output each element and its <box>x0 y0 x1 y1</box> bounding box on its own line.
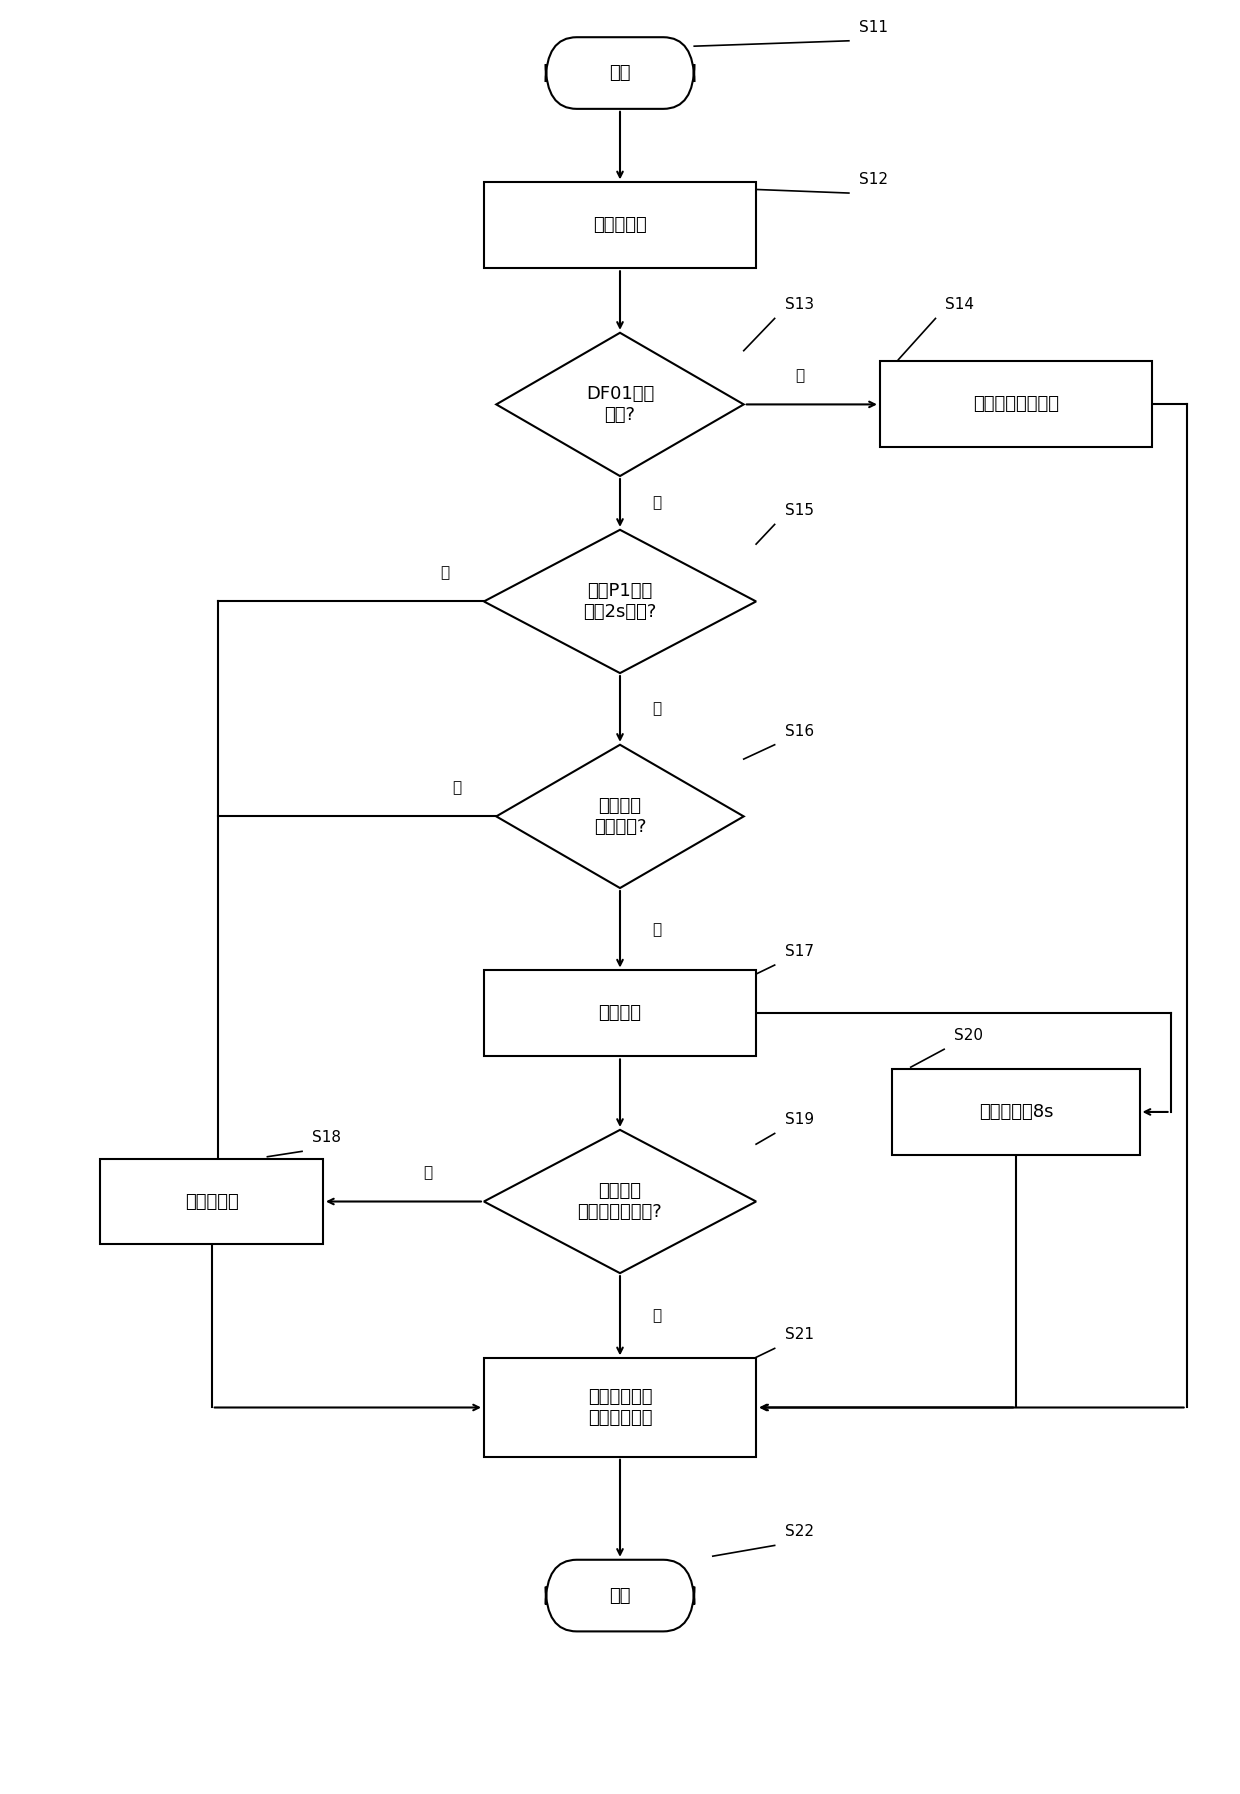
Text: 是: 是 <box>652 1308 662 1324</box>
Text: 压力P1是否
连续2s超限?: 压力P1是否 连续2s超限? <box>583 581 657 621</box>
Text: S17: S17 <box>785 944 813 960</box>
Text: 阀门不动作: 阀门不动作 <box>185 1193 238 1211</box>
Text: 阀门是否
打开状态?: 阀门是否 打开状态? <box>594 797 646 836</box>
Bar <box>484 971 756 1057</box>
Text: 程序初始化: 程序初始化 <box>593 217 647 235</box>
Polygon shape <box>484 529 756 673</box>
Text: S13: S13 <box>785 298 813 312</box>
Text: S16: S16 <box>785 723 813 739</box>
Bar <box>484 183 756 269</box>
Polygon shape <box>484 1130 756 1274</box>
Text: 是: 是 <box>652 495 662 511</box>
Text: 是: 是 <box>652 701 662 716</box>
Text: S20: S20 <box>954 1028 983 1044</box>
Text: S21: S21 <box>785 1328 813 1342</box>
Text: S15: S15 <box>785 504 813 518</box>
Text: S11: S11 <box>859 20 888 34</box>
Text: S14: S14 <box>945 298 975 312</box>
Text: S18: S18 <box>312 1130 341 1145</box>
Text: 关闭阀门: 关闭阀门 <box>599 1005 641 1023</box>
Polygon shape <box>496 745 744 888</box>
Text: DF01是否
联锁?: DF01是否 联锁? <box>585 386 655 423</box>
Text: 开始: 开始 <box>609 65 631 83</box>
Text: 否: 否 <box>440 565 449 579</box>
Text: 否: 否 <box>453 780 461 795</box>
Bar <box>484 1358 756 1457</box>
Text: 阀门是否
返回关到位状态?: 阀门是否 返回关到位状态? <box>578 1182 662 1222</box>
Text: S22: S22 <box>785 1525 813 1539</box>
Text: 允许手动控制阀门: 允许手动控制阀门 <box>973 395 1059 413</box>
Bar <box>880 361 1152 447</box>
Text: 结束: 结束 <box>609 1586 631 1604</box>
Bar <box>100 1159 324 1245</box>
FancyBboxPatch shape <box>546 38 694 109</box>
Text: S12: S12 <box>859 172 888 187</box>
Text: 释放继电器，
关闭阀门电机: 释放继电器， 关闭阀门电机 <box>588 1389 652 1426</box>
FancyBboxPatch shape <box>546 1559 694 1631</box>
Text: 是: 是 <box>652 922 662 936</box>
Text: 否: 否 <box>424 1166 433 1180</box>
Text: S19: S19 <box>785 1112 813 1127</box>
Bar <box>893 1069 1140 1155</box>
Text: 否: 否 <box>795 368 804 384</box>
Polygon shape <box>496 332 744 475</box>
Text: 关闭阀门后8s: 关闭阀门后8s <box>978 1103 1053 1121</box>
